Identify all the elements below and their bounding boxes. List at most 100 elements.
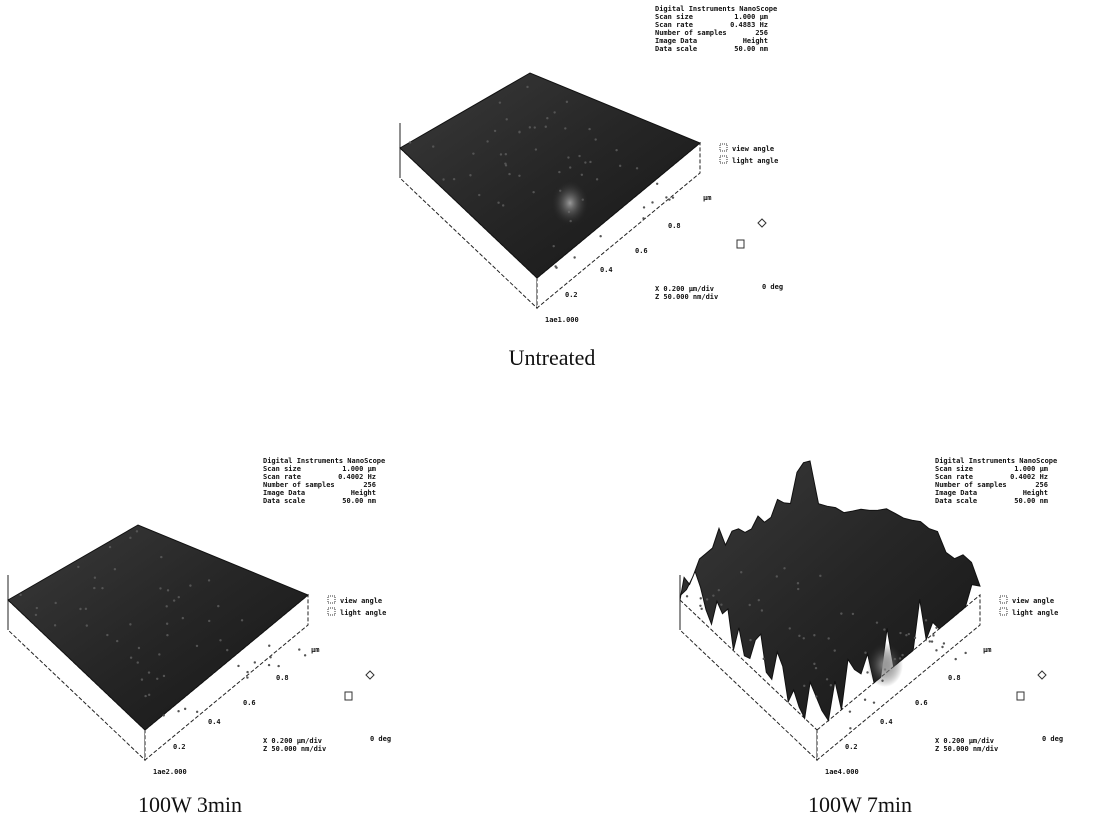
texture	[581, 174, 583, 176]
info-value: 1.000 µm	[734, 13, 768, 21]
axis-tick-label: 0.6	[635, 247, 648, 255]
texture	[712, 594, 714, 596]
texture	[826, 678, 828, 680]
texture	[156, 678, 158, 680]
texture	[505, 153, 507, 155]
info-value: 0.4002 Hz	[338, 473, 376, 481]
texture	[508, 173, 510, 175]
texture	[905, 634, 907, 636]
texture	[578, 155, 580, 157]
legend-icon	[328, 608, 335, 615]
light-icon	[758, 219, 766, 227]
texture	[834, 649, 836, 651]
info-label: Digital Instruments NanoScope	[655, 5, 777, 13]
texture	[506, 118, 508, 120]
texture	[763, 658, 765, 660]
texture	[116, 640, 118, 642]
texture	[196, 711, 198, 713]
file-label: 1ae1.000	[545, 316, 579, 324]
texture	[619, 165, 621, 167]
texture	[196, 645, 198, 647]
file-label: 1ae2.000	[153, 768, 187, 776]
texture	[478, 194, 480, 196]
texture	[931, 640, 933, 642]
info-label: Scan size	[935, 465, 973, 473]
texture	[532, 191, 534, 193]
texture	[106, 634, 108, 636]
scale-label: Z 50.000 nm/div	[655, 293, 718, 301]
info-value: 1.000 µm	[1014, 465, 1048, 473]
texture	[497, 202, 499, 204]
texture	[163, 675, 165, 677]
scale-label: X 0.200 µm/div	[263, 737, 322, 745]
texture	[943, 642, 945, 644]
legend-icon	[720, 144, 727, 151]
info-label: Scan rate	[263, 473, 301, 481]
texture	[129, 623, 131, 625]
texture	[19, 594, 21, 596]
texture	[596, 178, 598, 180]
legend-label: view angle	[732, 145, 774, 153]
texture	[546, 117, 548, 119]
texture	[409, 141, 411, 143]
texture	[469, 174, 471, 176]
texture	[442, 178, 444, 180]
texture	[54, 624, 56, 626]
info-value: 256	[363, 481, 376, 489]
texture	[776, 575, 778, 577]
texture	[502, 204, 504, 206]
texture	[217, 605, 219, 607]
texture	[566, 101, 568, 103]
info-label: Data scale	[935, 497, 977, 505]
texture	[789, 627, 791, 629]
texture	[588, 128, 590, 130]
texture	[138, 647, 140, 649]
texture	[553, 245, 555, 247]
info-value: 50.00 nm	[734, 45, 768, 53]
texture	[954, 658, 956, 660]
legend-icon	[328, 596, 335, 603]
caption: 100W 7min	[808, 792, 912, 817]
angle-label: 0 deg	[1042, 735, 1063, 743]
texture	[651, 201, 653, 203]
texture	[815, 667, 817, 669]
texture	[241, 619, 243, 621]
texture	[569, 166, 571, 168]
axis-tick-label: 0.8	[276, 674, 289, 682]
info-label: Image Data	[655, 37, 697, 45]
info-value: 0.4883 Hz	[730, 21, 768, 29]
texture	[472, 152, 474, 154]
texture	[137, 661, 139, 663]
texture	[167, 589, 169, 591]
texture	[699, 605, 701, 607]
scale-label: X 0.200 µm/div	[935, 737, 994, 745]
info-value: 0.4002 Hz	[1010, 473, 1048, 481]
legend-label: light angle	[340, 609, 386, 617]
info-value: 256	[755, 29, 768, 37]
info-label: Image Data	[263, 489, 305, 497]
texture	[740, 571, 742, 573]
file-label: 1ae4.000	[825, 768, 859, 776]
legend-icon	[1000, 596, 1007, 603]
axis-tick-label: 0.8	[668, 222, 681, 230]
texture	[499, 101, 501, 103]
texture	[873, 701, 875, 703]
texture	[636, 167, 638, 169]
texture	[797, 588, 799, 590]
texture	[573, 256, 575, 258]
texture	[749, 639, 751, 641]
texture	[208, 579, 210, 581]
info-label: Scan rate	[935, 473, 973, 481]
texture	[899, 632, 901, 634]
info-value: Height	[351, 489, 376, 497]
texture	[642, 217, 644, 219]
texture	[93, 587, 95, 589]
texture	[798, 635, 800, 637]
texture	[901, 654, 903, 656]
texture	[144, 695, 146, 697]
texture	[189, 584, 191, 586]
texture	[761, 609, 763, 611]
texture	[840, 612, 842, 614]
light-icon	[1038, 671, 1046, 679]
texture	[813, 634, 815, 636]
